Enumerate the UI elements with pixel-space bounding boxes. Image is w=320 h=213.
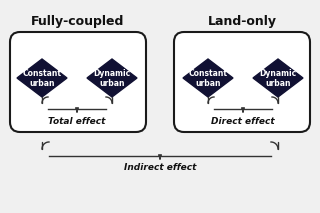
FancyBboxPatch shape xyxy=(174,32,310,132)
Polygon shape xyxy=(183,59,233,97)
Text: Fully-coupled: Fully-coupled xyxy=(31,15,125,28)
Text: Constant: Constant xyxy=(188,69,228,78)
Text: Constant: Constant xyxy=(22,69,61,78)
Text: urban: urban xyxy=(99,79,125,88)
FancyBboxPatch shape xyxy=(10,32,146,132)
Text: Dynamic: Dynamic xyxy=(260,69,297,78)
Text: Direct effect: Direct effect xyxy=(211,117,275,126)
Text: urban: urban xyxy=(265,79,291,88)
Text: urban: urban xyxy=(29,79,55,88)
Polygon shape xyxy=(17,59,67,97)
Polygon shape xyxy=(253,59,303,97)
Text: urban: urban xyxy=(195,79,221,88)
Text: Total effect: Total effect xyxy=(48,117,106,126)
Text: Dynamic: Dynamic xyxy=(93,69,131,78)
Text: Land-only: Land-only xyxy=(207,15,276,28)
Text: Indirect effect: Indirect effect xyxy=(124,163,196,172)
Polygon shape xyxy=(87,59,137,97)
